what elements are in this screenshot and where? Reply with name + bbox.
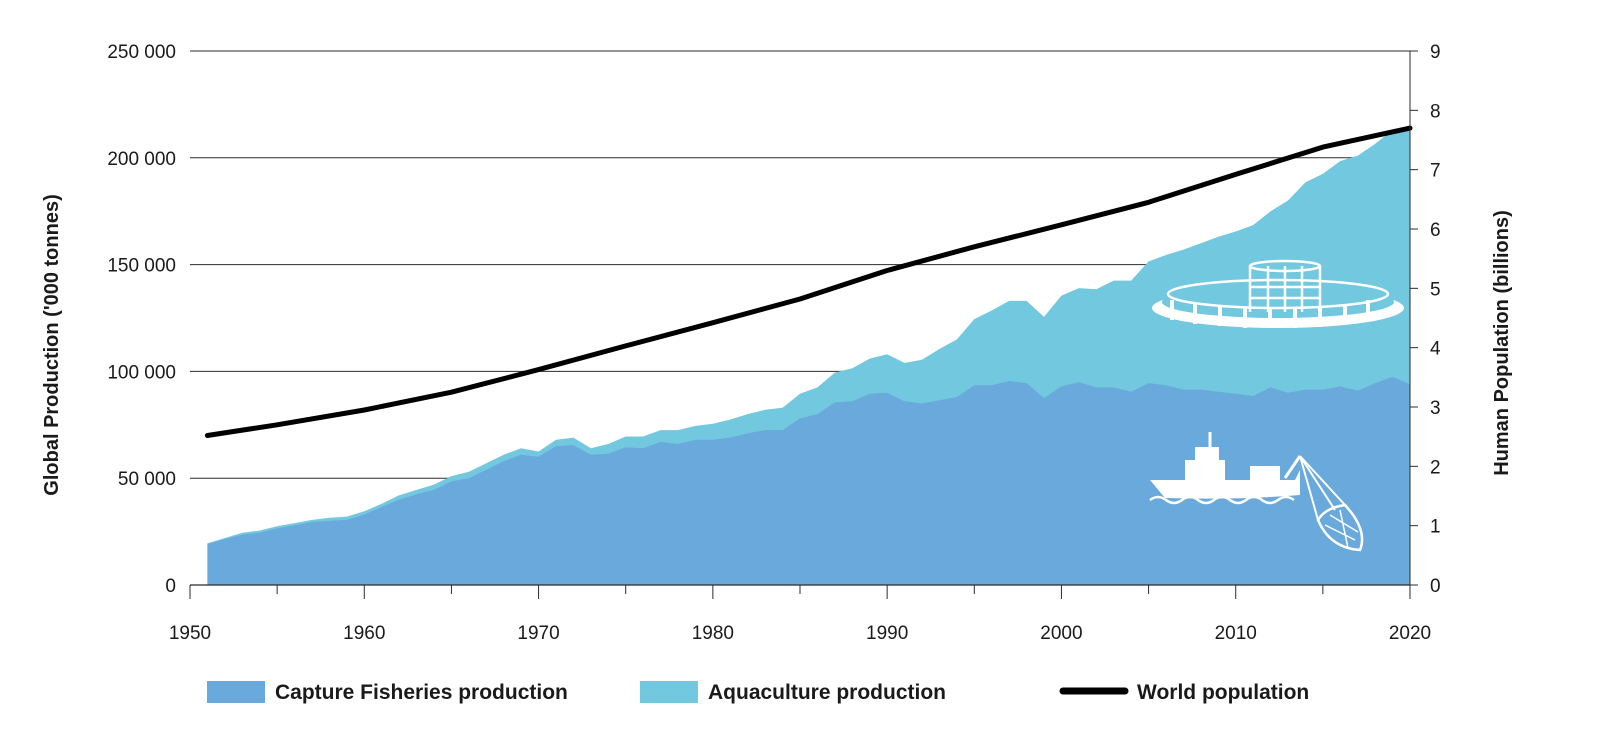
y2-tick-label: 4 [1430, 339, 1441, 360]
x-tick-label: 1950 [169, 623, 211, 644]
axes: 0 50 000 100 000 150 000 200 000 250 000 0 1 2 3 4… [107, 42, 1441, 644]
x-tick-label: 2020 [1389, 623, 1431, 644]
y2-tick-label: 0 [1430, 576, 1441, 597]
x-tick-label: 1980 [692, 623, 734, 644]
x-tick-label: 1970 [517, 623, 559, 644]
y-tick-label: 0 [165, 576, 176, 597]
y2-tick-label: 5 [1430, 279, 1441, 300]
y-tick-label: 50 000 [118, 469, 176, 490]
y-tick-label: 200 000 [107, 149, 176, 170]
y-tick-label: 250 000 [107, 42, 176, 63]
y2-tick-label: 7 [1430, 161, 1441, 182]
legend-label: World population [1137, 681, 1309, 704]
y2-axis-title: Human Population (billions) [1491, 210, 1513, 476]
y-axis-title: Global Production ('000 tonnes) [41, 194, 63, 495]
y-tick-label: 150 000 [107, 256, 176, 277]
x-tick-label: 1990 [866, 623, 908, 644]
fish-farm-cage-icon [1152, 259, 1404, 328]
fishing-trawler-icon [1149, 432, 1364, 552]
x-tick-label: 1960 [343, 623, 385, 644]
capture-fisheries-production-area [207, 376, 1410, 585]
y2-tick-label: 8 [1430, 101, 1441, 122]
legend-label: Capture Fisheries production [275, 681, 568, 704]
y2-tick-label: 6 [1430, 220, 1441, 241]
legend-label: Aquaculture production [708, 681, 946, 704]
area-series [207, 129, 1410, 585]
legend-swatch [640, 681, 698, 703]
legend-swatch [207, 681, 265, 703]
y-tick-label: 100 000 [107, 362, 176, 383]
legend: Capture Fisheries production Aquaculture … [207, 681, 1309, 704]
world-population-line [204, 125, 1413, 438]
x-tick-label: 2010 [1215, 623, 1257, 644]
y2-tick-label: 9 [1430, 42, 1441, 63]
line-series [204, 125, 1413, 438]
y2-tick-label: 3 [1430, 398, 1441, 419]
y2-tick-label: 2 [1430, 457, 1441, 478]
x-tick-label: 2000 [1040, 623, 1082, 644]
y2-tick-label: 1 [1430, 517, 1441, 538]
